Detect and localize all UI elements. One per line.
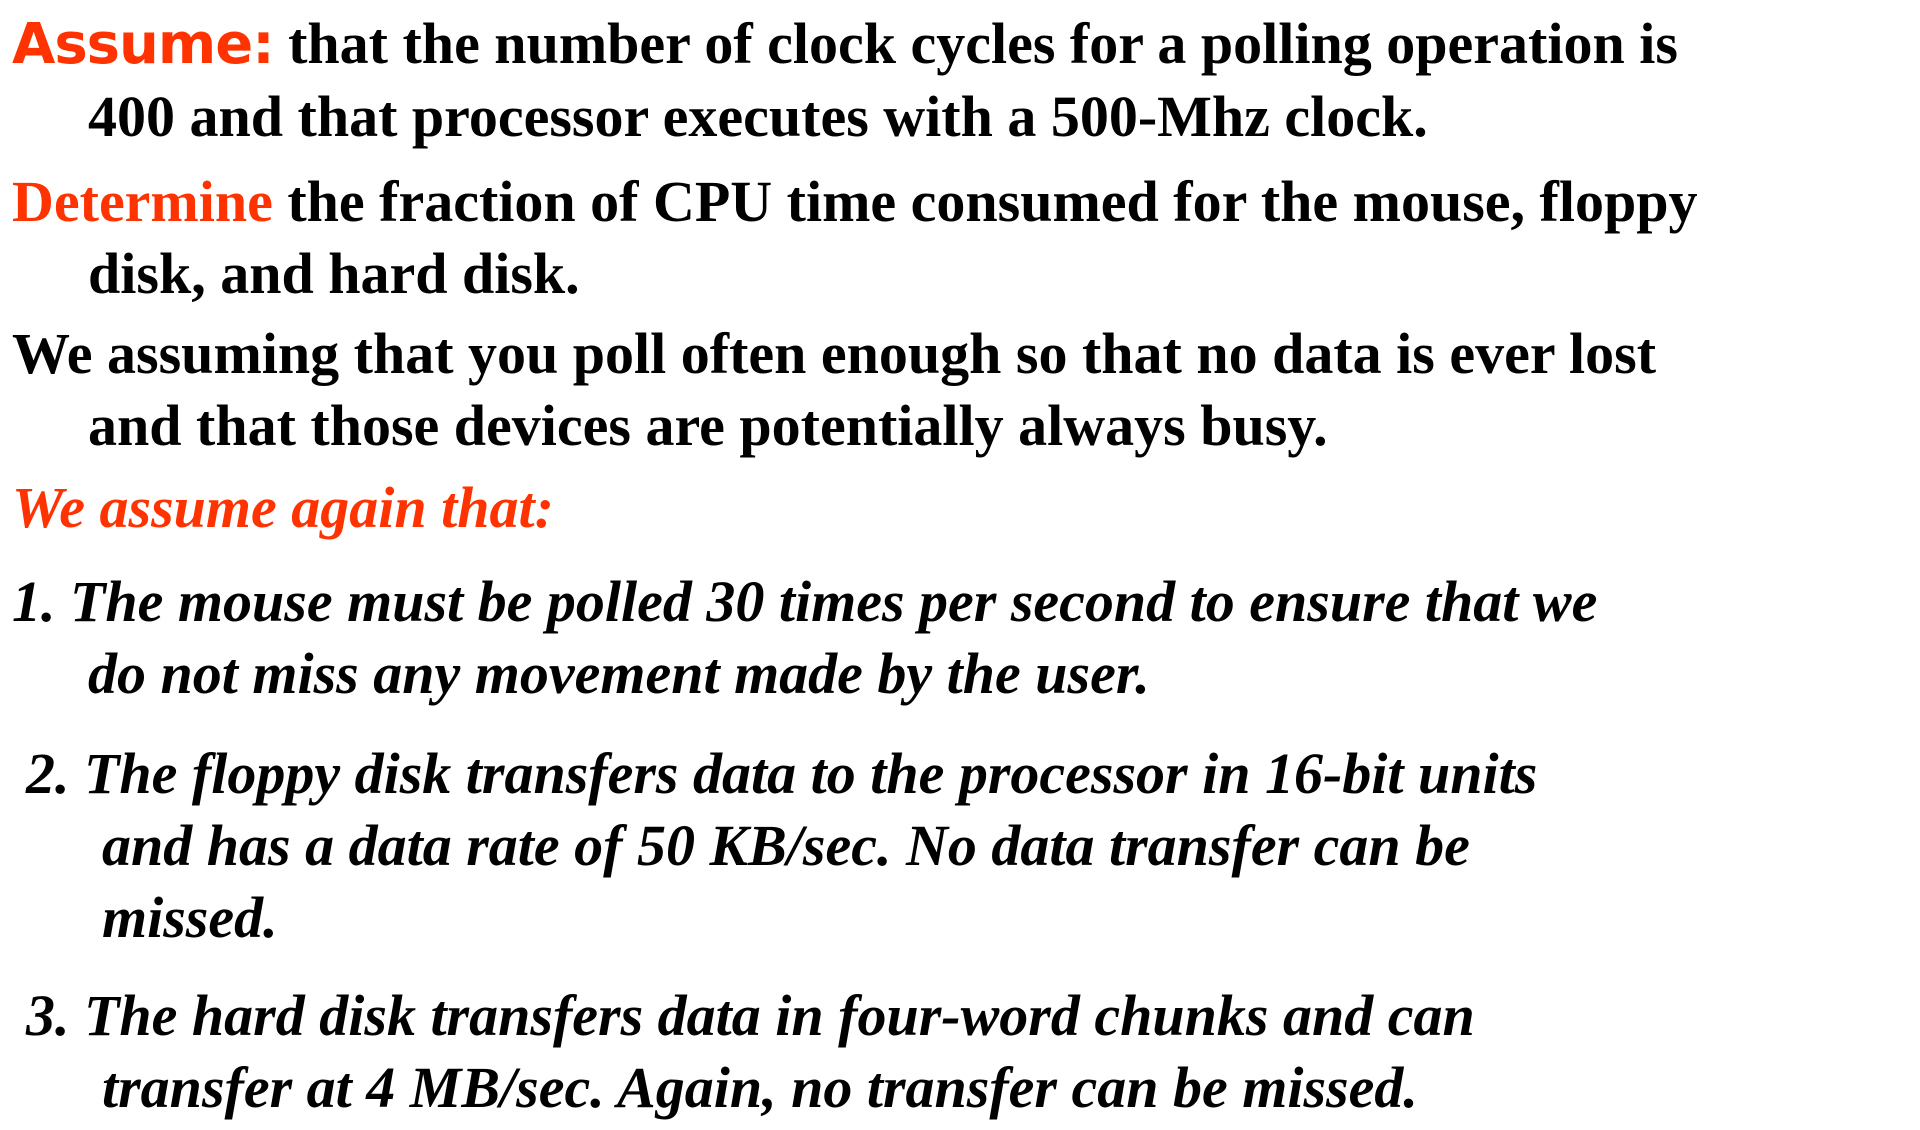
assume-line-1: that the number of clock cycles for a po… — [288, 11, 1678, 76]
list-item-mouse: 1. The mouse must be polled 30 times per… — [12, 566, 1920, 710]
list-item-3-line-2: transfer at 4 MB/sec. Again, no transfer… — [102, 1055, 1418, 1120]
list-item-2-line-2: and has a data rate of 50 KB/sec. No dat… — [102, 813, 1470, 878]
assume-paragraph: Assume: that the number of clock cycles … — [12, 8, 1920, 153]
list-item-2-line-3: missed. — [102, 885, 278, 950]
determine-line-2: disk, and hard disk. — [88, 241, 580, 306]
assume-again-text: We assume again that: — [12, 475, 554, 540]
polling-assumption-line-2: and that those devices are potentially a… — [88, 393, 1328, 458]
list-item-floppy-disk: 2. The floppy disk transfers data to the… — [26, 738, 1920, 954]
list-item-1-line-2: do not miss any movement made by the use… — [88, 641, 1150, 706]
list-item-hard-disk: 3. The hard disk transfers data in four-… — [26, 980, 1920, 1124]
determine-label: Determine — [12, 169, 273, 234]
list-item-3-line-1: 3. The hard disk transfers data in four-… — [26, 983, 1475, 1048]
polling-assumption-line-1: We assuming that you poll often enough s… — [12, 321, 1657, 386]
determine-paragraph: Determine the fraction of CPU time consu… — [12, 166, 1920, 310]
assume-again-heading: We assume again that: — [12, 472, 1920, 544]
assume-line-2: 400 and that processor executes with a 5… — [88, 84, 1428, 149]
list-item-1-line-1: 1. The mouse must be polled 30 times per… — [12, 569, 1598, 634]
assume-label: Assume: — [12, 12, 275, 77]
determine-line-1: the fraction of CPU time consumed for th… — [287, 169, 1698, 234]
list-item-2-line-1: 2. The floppy disk transfers data to the… — [26, 741, 1538, 806]
polling-assumption-paragraph: We assuming that you poll often enough s… — [12, 318, 1920, 462]
